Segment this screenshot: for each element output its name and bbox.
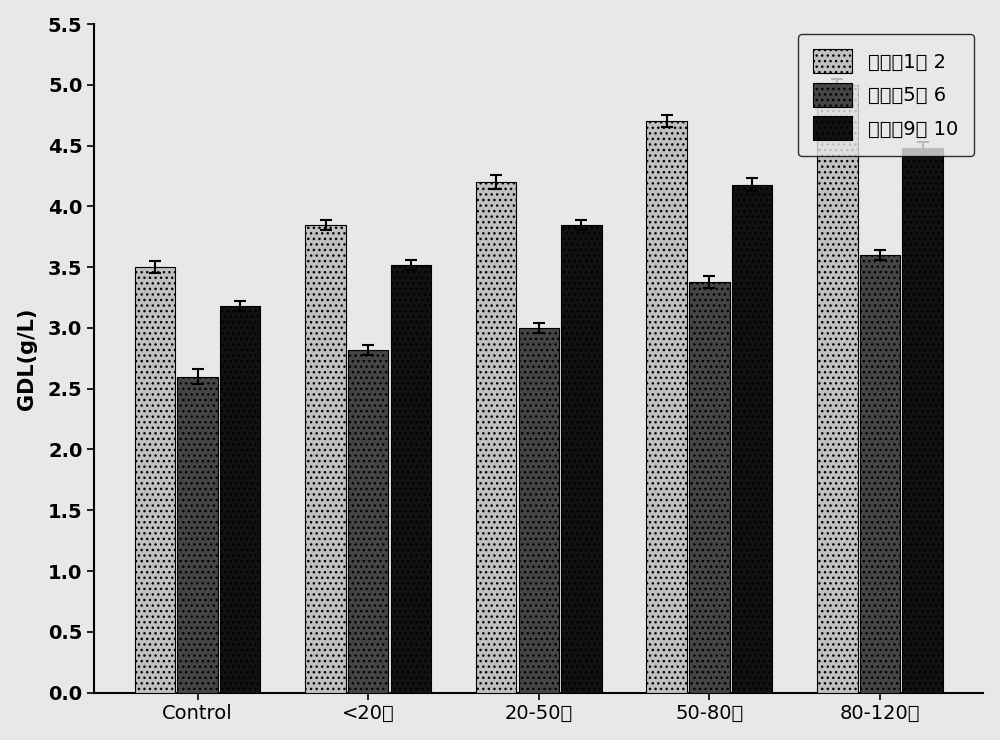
Bar bbox=[519, 328, 559, 693]
Bar bbox=[348, 350, 388, 693]
Bar bbox=[135, 267, 175, 693]
Y-axis label: GDL(g/L): GDL(g/L) bbox=[17, 307, 37, 409]
Bar bbox=[561, 225, 602, 693]
Bar bbox=[476, 182, 516, 693]
Bar bbox=[646, 121, 687, 693]
Bar bbox=[177, 377, 218, 693]
Bar bbox=[220, 306, 260, 693]
Bar bbox=[689, 282, 730, 693]
Bar bbox=[305, 225, 346, 693]
Bar bbox=[732, 184, 772, 693]
Bar bbox=[391, 265, 431, 693]
Bar bbox=[902, 148, 943, 693]
Legend: 实施例1、 2, 实施例5、 6, 实施例9、 10: 实施例1、 2, 实施例5、 6, 实施例9、 10 bbox=[798, 34, 974, 155]
Bar bbox=[817, 85, 858, 693]
Bar bbox=[860, 255, 900, 693]
